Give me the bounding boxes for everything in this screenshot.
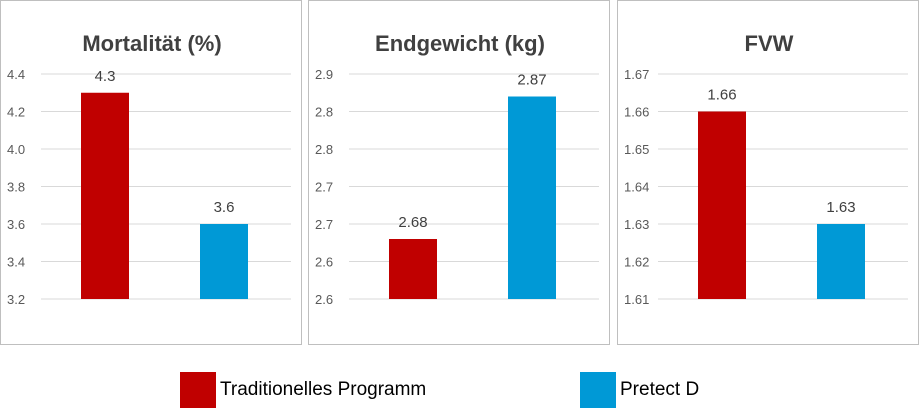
y-tick-label-mortalitaet-6: 4.4: [7, 67, 25, 82]
chart-title-fvw: FVW: [745, 31, 794, 56]
chart-legend: Traditionelles Programm Pretect D: [0, 372, 920, 408]
y-tick-label-fvw-4: 1.65: [624, 142, 649, 157]
data-label-endgewicht-2: 2.87: [517, 72, 546, 89]
data-label-fvw-2: 1.63: [826, 199, 855, 216]
y-tick-label-endgewicht-0: 2.6: [315, 292, 333, 307]
y-tick-label-mortalitaet-1: 3.4: [7, 255, 25, 270]
bar-fvw-2: [817, 224, 865, 299]
y-tick-label-fvw-6: 1.67: [624, 67, 649, 82]
legend-item-pretect-d: Pretect D: [580, 372, 699, 408]
bar-mortalitaet-2: [200, 224, 248, 299]
y-tick-label-fvw-0: 1.61: [624, 292, 649, 307]
legend-label-series1: Traditionelles Programm: [220, 379, 427, 400]
bar-mortalitaet-1: [81, 92, 129, 299]
y-tick-label-fvw-3: 1.64: [624, 180, 649, 195]
y-tick-label-endgewicht-4: 2.8: [315, 142, 333, 157]
legend-swatch-series1: [180, 372, 216, 408]
y-tick-label-endgewicht-1: 2.6: [315, 255, 333, 270]
data-label-mortalitaet-2: 3.6: [214, 199, 235, 216]
y-tick-label-mortalitaet-3: 3.8: [7, 180, 25, 195]
y-tick-label-mortalitaet-2: 3.6: [7, 217, 25, 232]
bar-fvw-1: [698, 111, 746, 299]
y-tick-label-endgewicht-3: 2.7: [315, 180, 333, 195]
data-label-endgewicht-1: 2.68: [398, 214, 427, 231]
y-tick-label-fvw-1: 1.62: [624, 255, 649, 270]
y-tick-label-mortalitaet-4: 4.0: [7, 142, 25, 157]
chart-endgewicht: Endgewicht (kg) 2.6 2.6 2.7 2.7 2.8 2.8 2.9 2.68…: [315, 31, 599, 307]
data-label-fvw-1: 1.66: [707, 87, 736, 104]
legend-label-series2: Pretect D: [620, 379, 700, 400]
y-tick-label-endgewicht-6: 2.9: [315, 67, 333, 82]
y-tick-label-endgewicht-2: 2.7: [315, 217, 333, 232]
y-tick-label-endgewicht-5: 2.8: [315, 105, 333, 120]
y-tick-label-fvw-5: 1.66: [624, 105, 649, 120]
chart-title-mortalitaet: Mortalität (%): [82, 31, 221, 56]
legend-swatch-series2: [580, 372, 616, 408]
legend-item-traditionelles-programm: Traditionelles Programm: [180, 372, 426, 408]
y-tick-label-fvw-2: 1.63: [624, 217, 649, 232]
data-label-mortalitaet-1: 4.3: [95, 68, 116, 85]
chart-mortalitaet: Mortalität (%) 3.2 3.4 3.6 3.8 4.0 4.2 4.4 4.3 3.…: [7, 31, 291, 307]
chart-panel-endgewicht: Endgewicht (kg) 2.6 2.6 2.7 2.7 2.8 2.8 2.9 2.68…: [308, 0, 610, 345]
chart-panel-mortalitaet: Mortalität (%) 3.2 3.4 3.6 3.8 4.0 4.2 4.4 4.3 3.…: [0, 0, 302, 345]
chart-fvw: FVW 1.61 1.62 1.63 1.64 1.65 1.66 1.67 1.66 1.63: [624, 31, 908, 307]
bar-endgewicht-2: [508, 96, 556, 299]
chart-panel-fvw: FVW 1.61 1.62 1.63 1.64 1.65 1.66 1.67 1.66 1.63: [617, 0, 919, 345]
bar-endgewicht-1: [389, 239, 437, 299]
chart-title-endgewicht: Endgewicht (kg): [375, 31, 545, 56]
y-tick-label-mortalitaet-5: 4.2: [7, 105, 25, 120]
y-tick-label-mortalitaet-0: 3.2: [7, 292, 25, 307]
